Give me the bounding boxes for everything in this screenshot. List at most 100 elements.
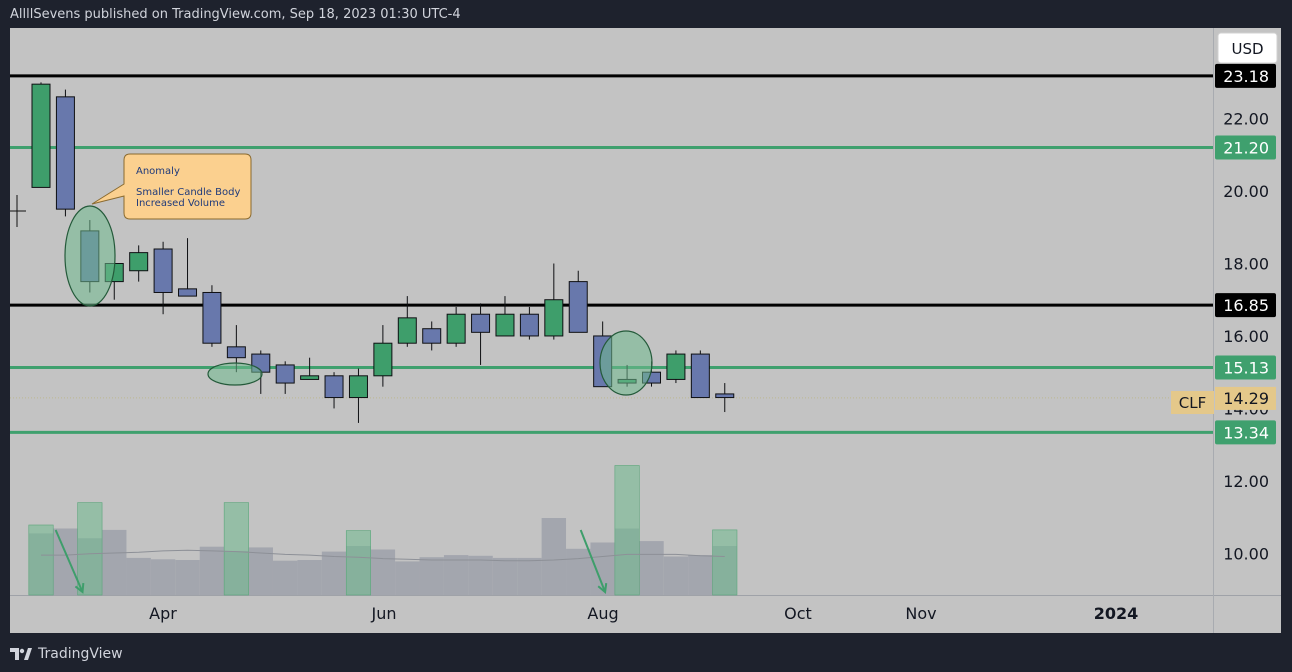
- candle-up: [495, 296, 515, 337]
- level-price-label: 23.18: [1223, 67, 1269, 86]
- level-price-badge[interactable]: 13.34: [1215, 420, 1276, 445]
- candle-body: [153, 248, 173, 293]
- volume-bar: [566, 548, 591, 595]
- candle-body: [544, 299, 564, 337]
- level-price-badge[interactable]: 21.20: [1215, 135, 1276, 160]
- price-axis[interactable]: 22.0020.0018.0016.0014.0012.0010.0023.18…: [1215, 63, 1276, 564]
- candle-down: [690, 350, 710, 399]
- support-ellipse[interactable]: [207, 362, 263, 386]
- time-axis[interactable]: Apr Jun Aug Oct Nov 2024: [149, 604, 1138, 623]
- time-tick-label: Oct: [784, 604, 812, 623]
- candle-body: [178, 288, 198, 297]
- candle-down: [324, 372, 344, 409]
- candle-body: [55, 96, 75, 210]
- annotations: Anomaly Smaller Candle Body Increased Vo…: [10, 153, 653, 396]
- volume-bar: [492, 557, 518, 595]
- volume-highlight-box[interactable]: [712, 529, 738, 596]
- callout-line-1: Smaller Candle Body: [136, 187, 240, 198]
- footer: TradingView: [10, 644, 123, 664]
- candle-up: [348, 368, 368, 423]
- volume-bar: [126, 557, 151, 595]
- level-price-badge[interactable]: 23.18: [1215, 63, 1276, 88]
- volume-arrow-head: [597, 582, 608, 594]
- volume-bar: [663, 556, 689, 595]
- volume-bar: [517, 557, 542, 595]
- volume-highlight-box[interactable]: [77, 502, 103, 596]
- volume-highlight-box[interactable]: [614, 465, 640, 596]
- candle-down: [715, 383, 735, 413]
- volume-bar: [541, 518, 567, 595]
- candle-body: [422, 328, 442, 344]
- candle-up: [446, 306, 466, 347]
- candle-up: [666, 350, 686, 384]
- candle-body: [715, 393, 735, 399]
- crosshair-icon: [10, 195, 26, 227]
- candle-down: [471, 303, 491, 365]
- level-price-badge[interactable]: 15.13: [1215, 355, 1276, 380]
- volume-arrow[interactable]: [579, 529, 607, 593]
- candle-body: [324, 375, 344, 399]
- candle-body: [690, 353, 710, 399]
- volume-arrow[interactable]: [54, 529, 84, 593]
- volume-bar: [688, 555, 713, 595]
- time-tick-label: Nov: [905, 604, 936, 623]
- doji-ellipse[interactable]: [599, 330, 653, 396]
- candle-body: [275, 364, 295, 384]
- symbol-badge: CLF: [1171, 391, 1214, 414]
- candle-down: [55, 89, 75, 217]
- level-price-badge[interactable]: 16.85: [1215, 293, 1276, 318]
- volume-bar: [53, 528, 78, 595]
- volume-arrow-head: [74, 582, 85, 594]
- chart-plot-area: [10, 28, 1281, 633]
- footer-brand: TradingView: [38, 646, 123, 662]
- candle-down: [202, 285, 222, 347]
- candle-body: [495, 313, 515, 337]
- currency-label: USD: [1231, 40, 1263, 58]
- candle-body: [348, 375, 368, 399]
- volume-layer: [28, 465, 738, 596]
- time-tick-label: Jun: [371, 604, 397, 623]
- price-tick-label: 20.00: [1223, 182, 1269, 201]
- volume-bar: [150, 559, 176, 595]
- volume-highlight-box[interactable]: [28, 524, 54, 596]
- level-price-label: 13.34: [1223, 423, 1269, 442]
- price-tick-label: 10.00: [1223, 544, 1269, 563]
- candle-down: [178, 238, 198, 297]
- candle-body: [568, 281, 588, 333]
- price-tick-label: 16.00: [1223, 327, 1269, 346]
- candle-body: [471, 313, 491, 333]
- publish-info: AllllSevens published on TradingView.com…: [10, 7, 461, 22]
- candle-down: [568, 270, 588, 333]
- candle-body: [202, 291, 222, 344]
- volume-bar: [443, 555, 469, 595]
- candle-body: [129, 252, 149, 272]
- candle-up: [300, 357, 320, 380]
- level-price-label: 21.20: [1223, 139, 1269, 158]
- level-price-label: 16.85: [1223, 296, 1269, 315]
- volume-bar: [175, 560, 200, 595]
- time-tick-label: Aug: [587, 604, 618, 623]
- candle-down: [153, 241, 173, 315]
- candle-body: [446, 313, 466, 344]
- price-tick-label: 22.00: [1223, 110, 1269, 129]
- volume-highlight-box[interactable]: [345, 530, 371, 596]
- price-tick-label: 12.00: [1223, 472, 1269, 491]
- last-price-badge: 14.29: [1215, 386, 1276, 410]
- callout-title: Anomaly: [136, 166, 180, 177]
- anomaly-callout[interactable]: [91, 153, 252, 220]
- time-tick-label: Apr: [149, 604, 177, 623]
- volume-bar: [297, 560, 322, 595]
- volume-bar: [468, 555, 493, 595]
- anomaly-ellipse[interactable]: [64, 205, 116, 307]
- candle-up: [544, 263, 564, 340]
- volume-highlight-box[interactable]: [223, 502, 249, 596]
- volume-bar: [395, 561, 420, 595]
- price-tick-label: 18.00: [1223, 254, 1269, 273]
- candle-body: [300, 375, 320, 380]
- candle-body: [666, 353, 686, 380]
- tradingview-logo-icon: [10, 647, 32, 661]
- volume-bar: [419, 557, 444, 595]
- candle-body: [226, 346, 246, 359]
- currency-button[interactable]: USD: [1217, 32, 1278, 64]
